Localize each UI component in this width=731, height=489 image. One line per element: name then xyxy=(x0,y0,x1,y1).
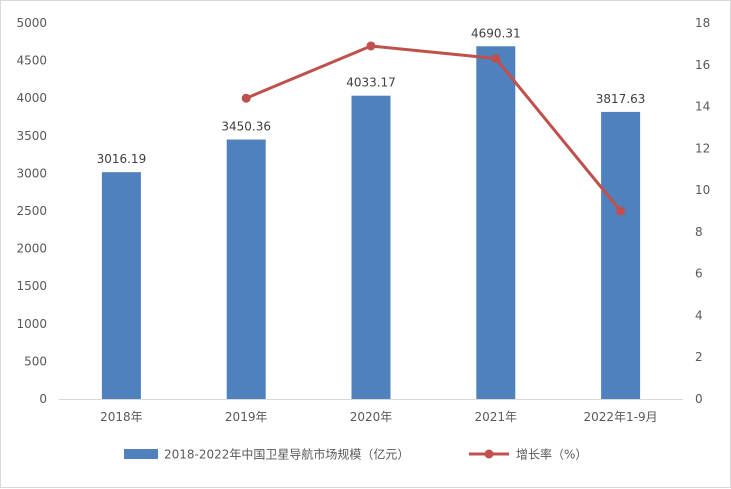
left-tick-label: 5000 xyxy=(16,16,47,30)
bar xyxy=(226,139,266,399)
growth-line-path xyxy=(245,44,622,212)
right-tick-label: 2 xyxy=(695,350,703,364)
left-tick-label: 3000 xyxy=(16,166,47,180)
bar xyxy=(351,95,391,399)
right-tick-label: 10 xyxy=(695,183,710,197)
x-axis-ticks: 2018年 2019年 2020年 2021年 2022年1-9月 xyxy=(100,410,658,424)
left-tick-label: 2500 xyxy=(16,204,47,218)
bar xyxy=(601,111,641,400)
legend: 2018-2022年中国卫星导航市场规模（亿元） 增长率（%） xyxy=(124,447,587,462)
legend-line-label: 增长率（%） xyxy=(516,447,587,462)
left-tick-label: 3500 xyxy=(16,129,47,143)
bars xyxy=(101,46,641,400)
x-tick-label: 2021年 xyxy=(475,410,518,424)
growth-point xyxy=(241,93,251,103)
growth-point xyxy=(491,54,501,64)
bar xyxy=(101,172,141,399)
bar-data-label: 3016.19 xyxy=(97,152,147,166)
left-tick-label: 2000 xyxy=(16,242,47,256)
bar-data-label: 4033.17 xyxy=(346,76,396,90)
right-tick-label: 4 xyxy=(695,308,703,322)
right-tick-label: 12 xyxy=(695,141,710,155)
bar-data-label: 4690.31 xyxy=(471,26,521,40)
left-tick-label: 1000 xyxy=(16,317,47,331)
x-tick-label: 2018年 xyxy=(100,410,143,424)
x-tick-label: 2019年 xyxy=(225,410,268,424)
right-tick-label: 16 xyxy=(695,58,710,72)
left-tick-label: 0 xyxy=(39,392,47,406)
right-tick-label: 18 xyxy=(695,16,710,30)
bar-data-label: 3450.36 xyxy=(221,120,271,134)
left-tick-label: 4500 xyxy=(16,54,47,68)
left-tick-label: 1500 xyxy=(16,279,47,293)
legend-bar-label: 2018-2022年中国卫星导航市场规模（亿元） xyxy=(164,447,409,462)
x-tick-label: 2020年 xyxy=(350,410,393,424)
bar xyxy=(476,46,516,399)
right-tick-label: 14 xyxy=(695,100,710,114)
left-tick-label: 4000 xyxy=(16,91,47,105)
right-tick-label: 8 xyxy=(695,225,703,239)
growth-point xyxy=(616,206,626,216)
x-tick-label: 2022年1-9月 xyxy=(584,410,658,424)
left-axis-ticks: 0 500 1000 1500 2000 2500 3000 3500 4000 4500 5000 xyxy=(16,16,47,406)
right-axis-ticks: 0 2 4 6 8 10 12 14 16 18 xyxy=(695,16,710,406)
left-tick-label: 500 xyxy=(24,354,47,368)
bar-data-labels: 3016.19 3450.36 4033.17 4690.31 3817.63 xyxy=(97,26,646,166)
legend-bar-swatch xyxy=(124,449,158,459)
growth-line xyxy=(241,41,626,216)
growth-point xyxy=(366,41,376,51)
legend-line-marker xyxy=(484,449,494,459)
right-tick-label: 6 xyxy=(695,267,703,281)
bar-data-label: 3817.63 xyxy=(596,92,646,106)
right-tick-label: 0 xyxy=(695,392,703,406)
